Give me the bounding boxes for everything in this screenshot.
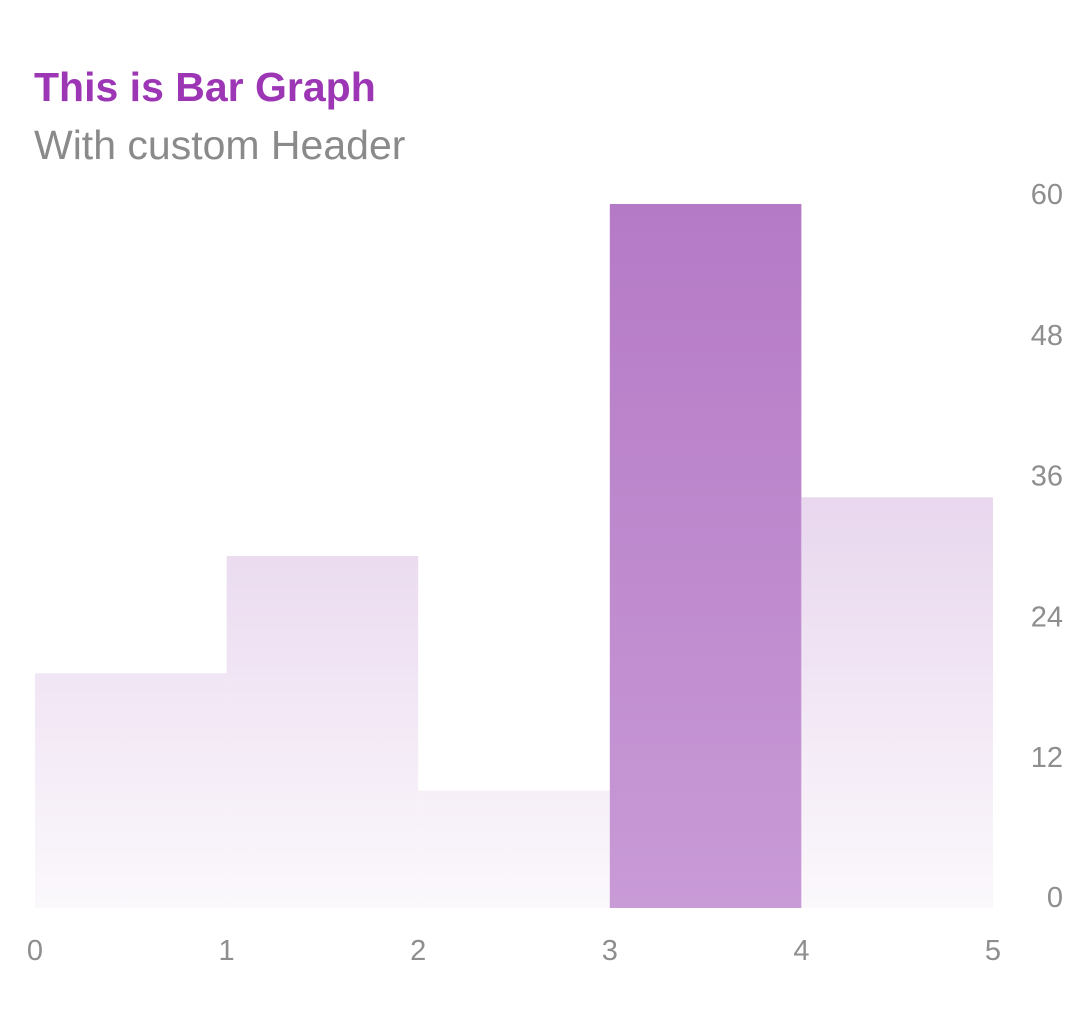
x-tick-label: 2 <box>410 935 426 967</box>
y-tick-label: 12 <box>1031 742 1063 774</box>
bar[interactable] <box>418 790 610 908</box>
chart-title: This is Bar Graph <box>34 64 376 110</box>
x-tick-label: 1 <box>219 935 235 967</box>
y-tick-label: 24 <box>1031 601 1063 633</box>
x-tick-label: 0 <box>27 935 43 967</box>
x-axis: 0 1 2 3 4 5 <box>27 935 1001 967</box>
bar[interactable] <box>801 497 993 908</box>
y-tick-label: 48 <box>1031 320 1063 352</box>
bar[interactable] <box>226 556 419 908</box>
x-tick-label: 3 <box>602 935 618 967</box>
y-tick-label: 0 <box>1047 882 1063 914</box>
bar-highlighted[interactable] <box>609 204 802 908</box>
bar[interactable] <box>35 673 227 908</box>
y-axis: 0 12 24 36 48 60 <box>1031 179 1063 914</box>
bars-layer <box>35 204 993 908</box>
x-tick-label: 4 <box>793 935 809 967</box>
y-tick-label: 60 <box>1031 179 1063 211</box>
y-tick-label: 36 <box>1031 461 1063 493</box>
x-tick-label: 5 <box>985 935 1001 967</box>
chart-subtitle: With custom Header <box>34 122 406 168</box>
